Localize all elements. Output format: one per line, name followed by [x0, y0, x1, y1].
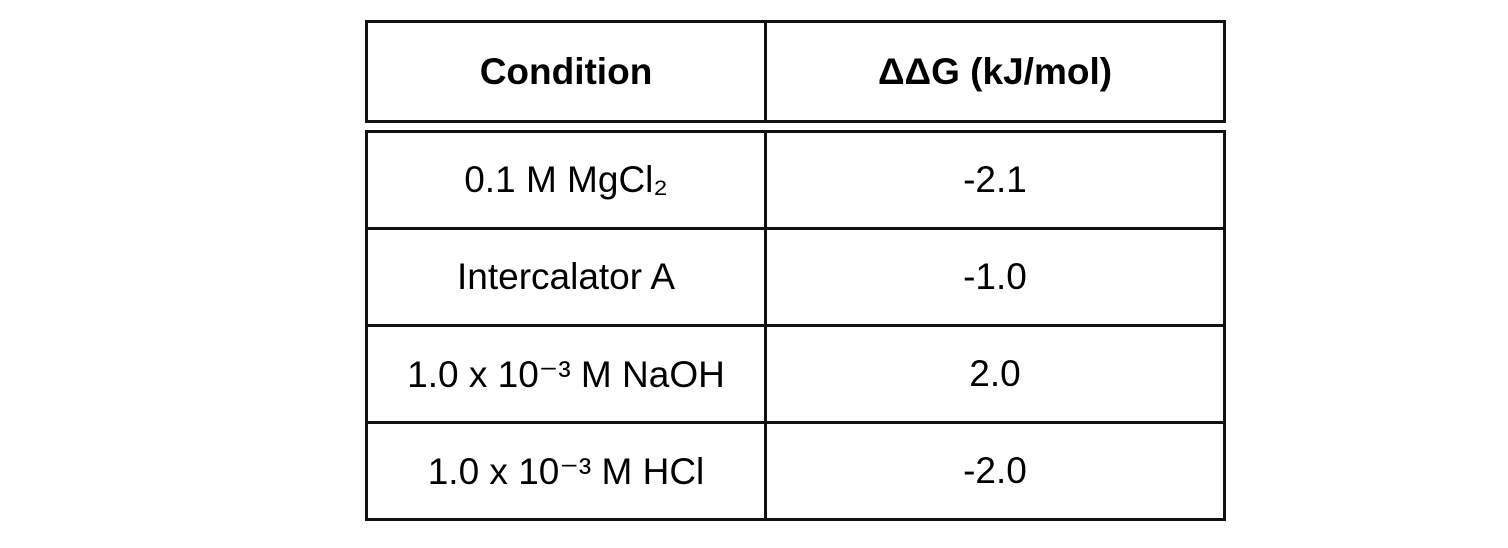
table-body: 0.1 M MgCl₂ -2.1 Intercalator A -1.0 1.0 x 1… [365, 130, 1226, 521]
value-cell: -2.0 [764, 421, 1226, 521]
condition-cell: 0.1 M MgCl₂ [365, 130, 767, 230]
value-cell: -2.1 [764, 130, 1226, 230]
value-cell: -1.0 [764, 227, 1226, 327]
condition-cell: Intercalator A [365, 227, 767, 327]
row: 0.1 M MgCl₂ -2.1 [365, 130, 1226, 230]
row: Intercalator A -1.0 [365, 227, 1226, 327]
header-cell: Condition [365, 20, 767, 123]
value-cell: 2.0 [764, 324, 1226, 424]
table-header: Condition ΔΔG (kJ/mol) [365, 20, 1226, 123]
row: 1.0 x 10⁻³ M NaOH 2.0 [365, 324, 1226, 424]
header-row: Condition ΔΔG (kJ/mol) [365, 20, 1226, 123]
condition-cell: 1.0 x 10⁻³ M HCl [365, 421, 767, 521]
rows: 0.1 M MgCl₂ -2.1 Intercalator A -1.0 1.0 x 1… [365, 130, 1226, 521]
row: 1.0 x 10⁻³ M HCl -2.0 [365, 421, 1226, 521]
header-cell: ΔΔG (kJ/mol) [764, 20, 1226, 123]
condition-cell: 1.0 x 10⁻³ M NaOH [365, 324, 767, 424]
